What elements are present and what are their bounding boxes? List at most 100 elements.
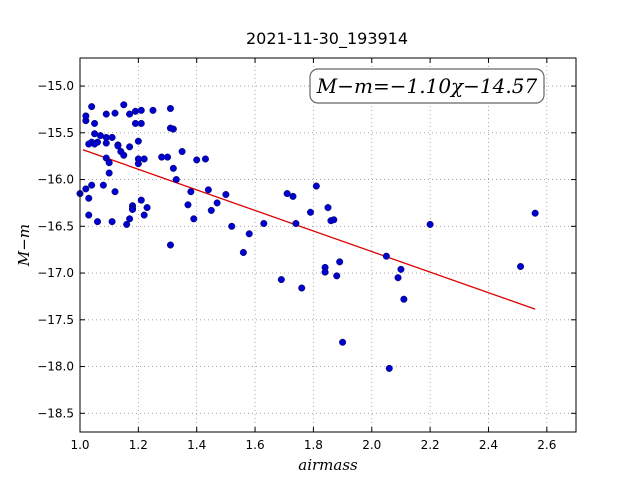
data-point: [228, 222, 236, 230]
data-point: [102, 139, 110, 147]
data-point: [324, 204, 332, 212]
x-tick-label: 2.0: [362, 438, 381, 452]
fit-line-group: [82, 149, 536, 310]
y-tick-label: −16.0: [37, 173, 74, 187]
data-point: [222, 191, 230, 199]
data-point: [283, 190, 291, 198]
data-point: [108, 218, 116, 226]
data-point: [149, 106, 157, 114]
data-point: [172, 176, 180, 184]
data-point: [140, 211, 148, 219]
data-point: [184, 201, 192, 209]
y-tick-label: −16.5: [37, 219, 74, 233]
x-tick-label: 2.2: [421, 438, 440, 452]
data-point: [85, 140, 93, 148]
annotation-box: M−m=−1.10χ−14.57: [309, 68, 545, 104]
data-point: [385, 364, 393, 372]
data-point: [114, 142, 122, 150]
data-point: [166, 104, 174, 112]
x-axis-label: airmass: [298, 456, 358, 474]
data-point: [207, 206, 215, 214]
data-point: [111, 188, 119, 196]
x-tick-label: 1.8: [304, 438, 323, 452]
data-point: [111, 109, 119, 117]
data-point: [400, 295, 408, 303]
x-tick-label: 1.4: [187, 438, 206, 452]
data-point: [397, 265, 405, 273]
data-point: [120, 101, 128, 109]
data-point: [126, 215, 134, 223]
data-point: [137, 106, 145, 114]
data-point: [105, 169, 113, 177]
data-point: [126, 110, 134, 118]
data-point: [169, 164, 177, 172]
x-tick-label: 1.2: [129, 438, 148, 452]
plot-frame: [79, 57, 577, 433]
data-point: [187, 188, 195, 196]
data-point: [178, 147, 186, 155]
data-point: [129, 205, 137, 213]
data-point: [166, 241, 174, 249]
data-point: [333, 272, 341, 280]
data-point: [394, 274, 402, 282]
grid-lines: [79, 58, 576, 432]
y-tick-label: −15.0: [37, 79, 74, 93]
fit-line: [82, 149, 536, 310]
data-point: [102, 110, 110, 118]
data-point: [213, 199, 221, 207]
chart-title: 2021-11-30_193914: [246, 29, 408, 49]
data-point: [82, 185, 90, 193]
data-points: [76, 101, 539, 372]
y-tick-label: −18.0: [37, 360, 74, 374]
data-point: [204, 186, 212, 194]
data-point: [99, 181, 107, 189]
data-point: [85, 194, 93, 202]
annotation-frame: [309, 68, 545, 104]
data-point: [201, 155, 209, 163]
x-tick-label: 1.6: [246, 438, 265, 452]
data-point: [126, 143, 134, 151]
data-point: [123, 220, 131, 228]
data-point: [312, 182, 320, 190]
data-point: [137, 119, 145, 127]
data-point: [321, 268, 329, 276]
data-point: [131, 119, 139, 127]
data-point: [306, 208, 314, 216]
data-point: [193, 156, 201, 164]
data-point: [82, 112, 90, 120]
y-tick-label: −17.0: [37, 266, 74, 280]
x-tick-label: 1.0: [70, 438, 89, 452]
data-point: [330, 216, 338, 224]
data-point: [91, 130, 99, 138]
data-point: [260, 219, 268, 227]
data-point: [277, 276, 285, 284]
y-axis-ticks: −15.0 −15.5 −16.0 −16.5 −17.0 −17.5 −18.0 −18.5: [37, 79, 576, 420]
data-point: [88, 103, 96, 111]
x-tick-label: 2.6: [537, 438, 556, 452]
data-point: [382, 252, 390, 260]
y-tick-label: −15.5: [37, 126, 74, 140]
annotation-equation: M−m=−1.10χ−14.57: [316, 74, 538, 98]
y-tick-label: −18.5: [37, 406, 74, 420]
data-point: [143, 204, 151, 212]
data-point: [531, 209, 539, 217]
data-point: [120, 151, 128, 159]
data-point: [336, 258, 344, 266]
data-point: [426, 220, 434, 228]
data-point: [108, 133, 116, 141]
data-point: [158, 153, 166, 161]
x-tick-label: 2.4: [479, 438, 498, 452]
data-point: [134, 137, 142, 145]
data-point: [339, 338, 347, 346]
data-point: [137, 196, 145, 204]
data-point: [85, 211, 93, 219]
data-point: [517, 263, 525, 271]
data-point: [292, 219, 300, 227]
data-point: [105, 159, 113, 167]
y-tick-label: −17.5: [37, 313, 74, 327]
data-point: [190, 215, 198, 223]
data-point: [164, 153, 172, 161]
data-point: [289, 192, 297, 200]
data-point: [239, 248, 247, 256]
